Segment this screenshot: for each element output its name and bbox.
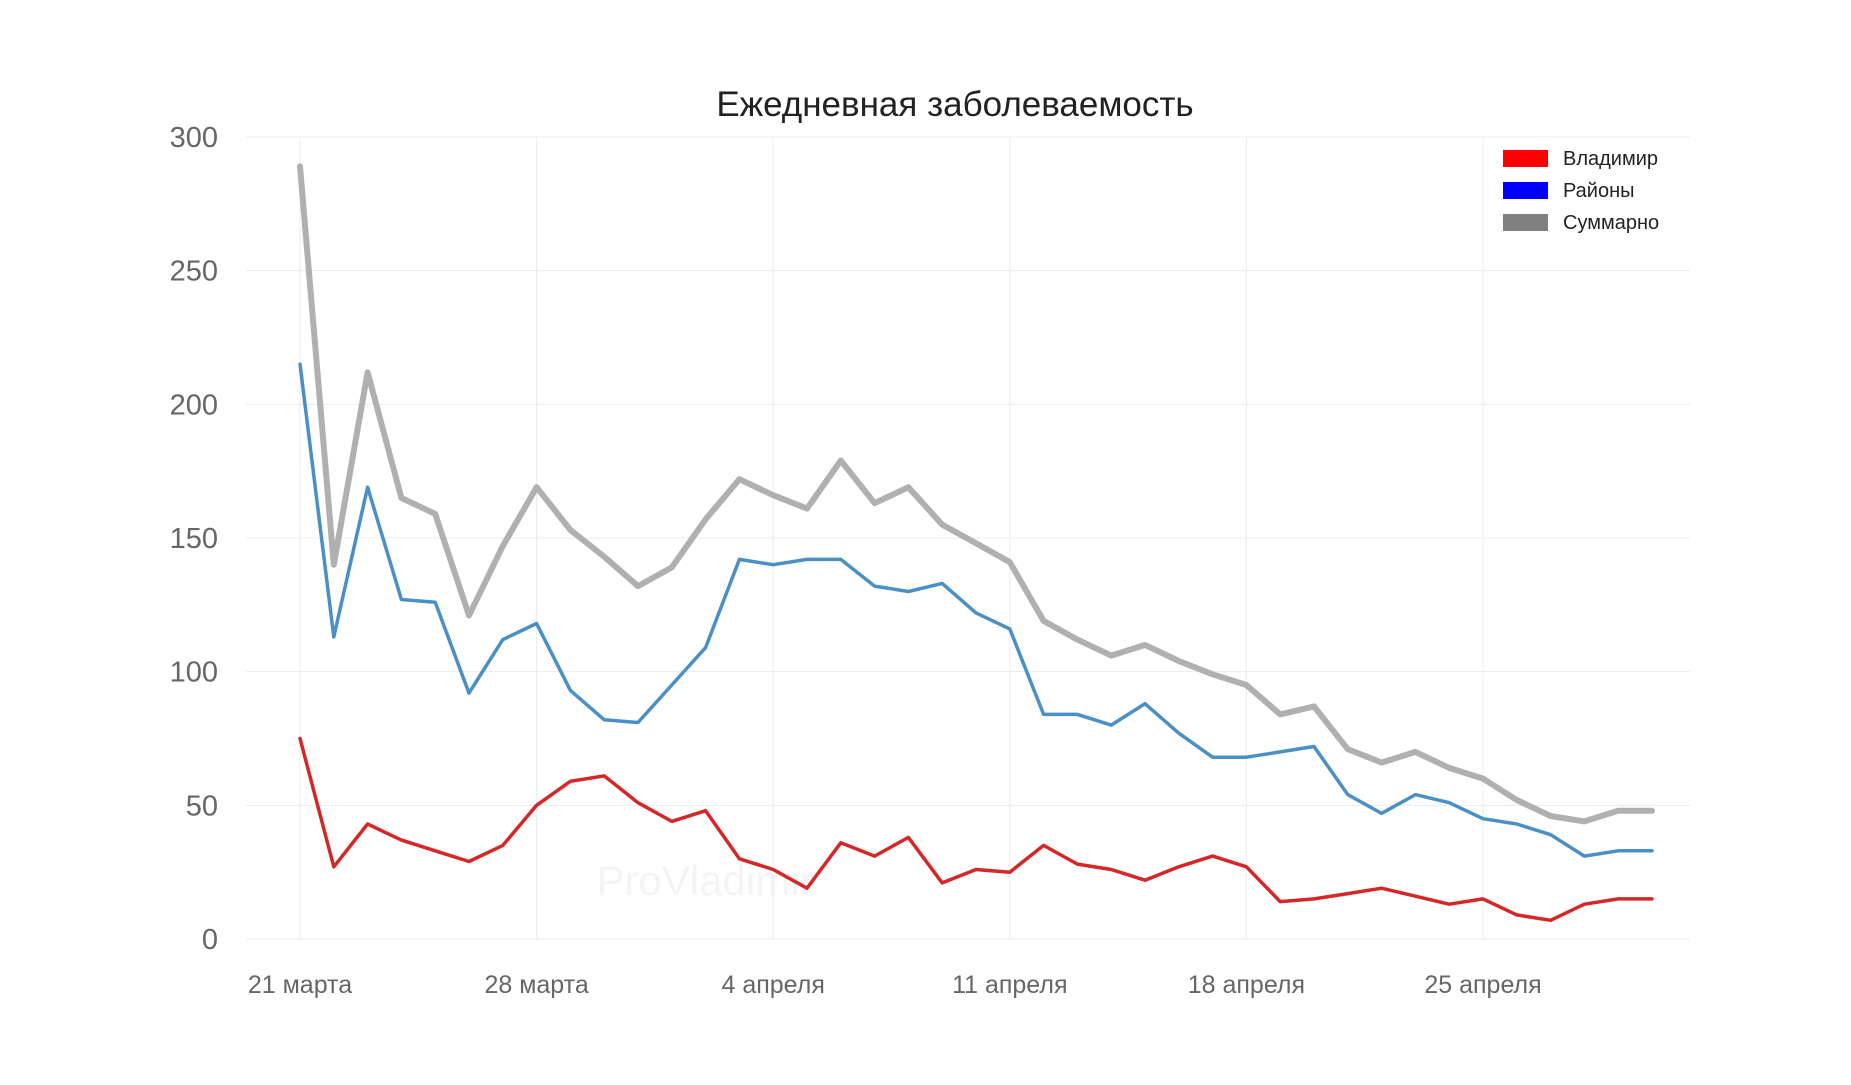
legend-swatch-districts	[1503, 182, 1548, 199]
legend-swatch-total	[1503, 214, 1548, 231]
x-tick-label-5: 25 апреля	[1424, 971, 1541, 999]
series-line-vladimir	[298, 736, 1654, 923]
y-tick-label-4: 200	[170, 389, 218, 421]
y-tick-label-1: 50	[186, 790, 218, 822]
legend: Владимир Районы Суммарно	[1503, 148, 1659, 234]
y-axis: 0 50 100 150 200 250 300	[170, 122, 218, 956]
y-tick-label-5: 250	[170, 256, 218, 288]
x-tick-label-0: 21 марта	[248, 971, 352, 999]
legend-swatch-vladimir	[1503, 150, 1548, 167]
x-axis: 21 марта 28 марта 4 апреля 11 апреля 18 апре…	[248, 971, 1542, 999]
y-tick-label-6: 300	[170, 122, 218, 154]
x-tick-label-2: 4 апреля	[721, 971, 824, 999]
x-tick-label-4: 18 апреля	[1188, 971, 1305, 999]
chart-title: Ежедневная заболеваемость	[716, 85, 1193, 124]
y-tick-label-0: 0	[202, 924, 218, 956]
grid	[246, 136, 1690, 940]
series-lines	[297, 163, 1655, 923]
legend-label-total: Суммарно	[1563, 212, 1659, 234]
legend-label-vladimir: Владимир	[1563, 148, 1658, 170]
series-line-total	[297, 163, 1655, 825]
x-tick-label-3: 11 апреля	[952, 971, 1067, 999]
series-line-districts	[298, 362, 1654, 858]
x-tick-label-1: 28 марта	[484, 971, 588, 999]
y-tick-label-3: 150	[170, 523, 218, 555]
watermark: ProVladimir	[596, 857, 813, 904]
y-tick-label-2: 100	[170, 657, 218, 689]
legend-label-districts: Районы	[1563, 180, 1635, 202]
